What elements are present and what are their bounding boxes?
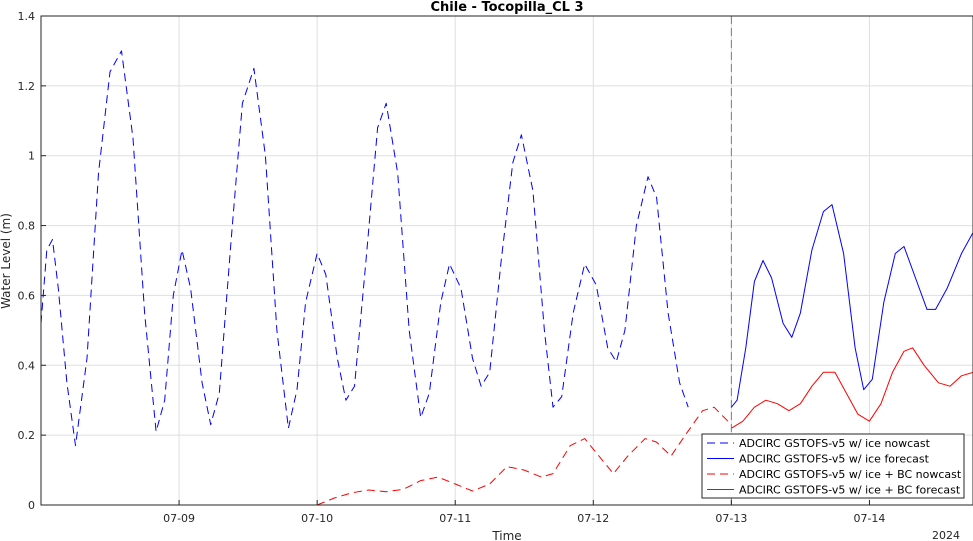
axis-ticks: 0 0.2 0.4 0.6 0.8 1 1.2 1.4 07-09 07-10 07-11 07-12…	[18, 10, 886, 525]
year-label: 2024	[932, 529, 960, 541]
legend-entry: ADCIRC GSTOFS-v5 w/ ice + BC forecast	[739, 484, 961, 497]
legend: ADCIRC GSTOFS-v5 w/ ice nowcast ADCIRC GS…	[701, 433, 965, 499]
series-line-0	[40, 50, 689, 447]
x-tick-label: 07-13	[715, 512, 747, 525]
y-tick-label: 0.8	[18, 220, 36, 233]
x-tick-label: 07-12	[577, 512, 609, 525]
series-line-2	[316, 406, 732, 506]
x-axis-label: Time	[491, 529, 521, 541]
series-line-3	[731, 347, 973, 429]
plot-area	[41, 16, 973, 505]
y-tick-label: 1.4	[18, 10, 36, 23]
series-lines	[40, 50, 973, 506]
x-tick-label: 07-10	[301, 512, 333, 525]
y-tick-label: 0.4	[18, 359, 36, 372]
legend-entry: ADCIRC GSTOFS-v5 w/ ice nowcast	[739, 437, 931, 450]
x-tick-label: 07-09	[163, 512, 195, 525]
y-tick-label: 1	[28, 150, 35, 163]
plot-frame	[40, 15, 973, 506]
y-tick-label: 0	[28, 499, 35, 512]
legend-entry: ADCIRC GSTOFS-v5 w/ ice + BC nowcast	[739, 468, 962, 481]
legend-box	[701, 433, 965, 499]
series-line-1	[731, 204, 973, 408]
x-tick-label: 07-14	[853, 512, 885, 525]
legend-entry: ADCIRC GSTOFS-v5 w/ ice forecast	[739, 453, 930, 466]
y-tick-label: 1.2	[18, 80, 36, 93]
chart-title: Chile - Tocopilla_CL 3	[430, 0, 583, 15]
x-tick-label: 07-11	[439, 512, 471, 525]
y-axis-label: Water Level (m)	[0, 213, 13, 309]
y-tick-label: 0.2	[18, 429, 36, 442]
y-tick-label: 0.6	[18, 289, 36, 302]
